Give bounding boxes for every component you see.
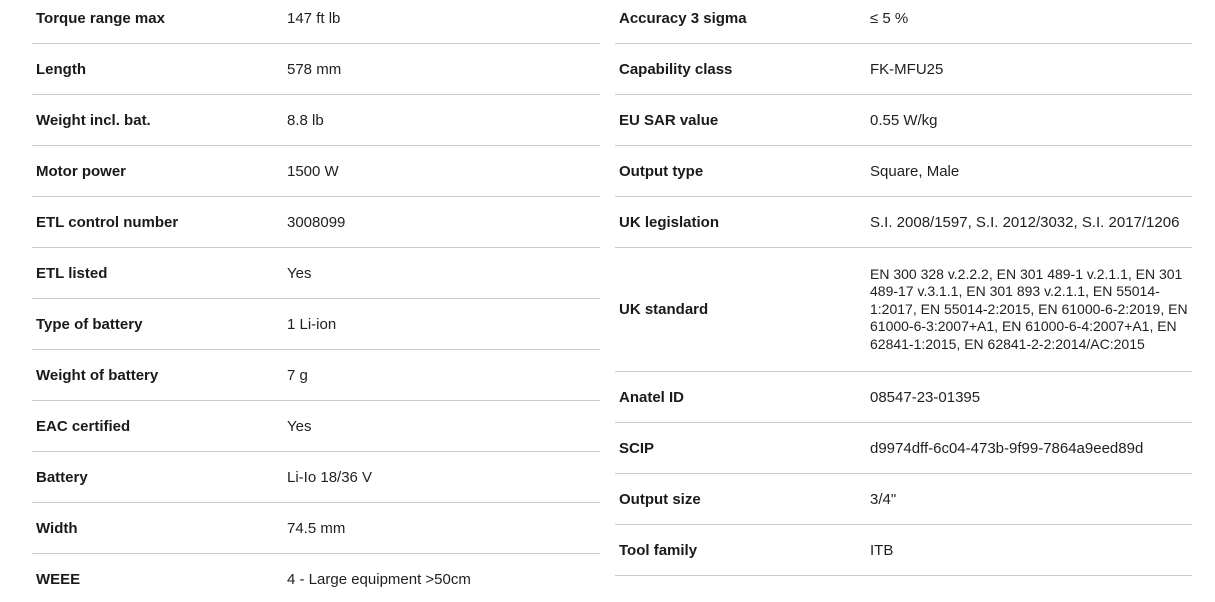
spec-label: Width [36,519,78,537]
spec-row-output-type: Output type Square, Male [615,146,1192,197]
spec-value: S.I. 2008/1597, S.I. 2012/3032, S.I. 201… [870,213,1180,231]
spec-label: Type of battery [36,315,143,333]
spec-row-battery: Battery Li-Io 18/36 V [32,452,600,503]
spec-row-tool-family: Tool family ITB [615,525,1192,576]
spec-label: Weight of battery [36,366,159,384]
spec-row-motor-power: Motor power 1500 W [32,146,600,197]
spec-row-etl-listed: ETL listed Yes [32,248,600,299]
spec-label: Battery [36,468,88,486]
spec-value: 8.8 lb [287,111,324,129]
spec-value: d9974dff-6c04-473b-9f99-7864a9eed89d [870,439,1144,457]
spec-value: Li-Io 18/36 V [287,468,373,486]
spec-value: Yes [287,264,312,282]
spec-label: Tool family [619,541,698,559]
spec-row-length: Length 578 mm [32,44,600,95]
spec-label: Motor power [36,162,126,180]
spec-label: EAC certified [36,417,131,435]
spec-table-left-column: Torque range max 147 ft lb Length 578 mm… [32,0,600,602]
spec-value: 3/4" [870,490,897,508]
spec-value: Square, Male [870,162,960,180]
spec-label: Torque range max [36,9,165,27]
spec-label: Output size [619,490,701,508]
spec-value: EN 300 328 v.2.2.2, EN 301 489-1 v.2.1.1… [870,265,1188,352]
spec-label: EU SAR value [619,111,719,129]
spec-row-capability-class: Capability class FK-MFU25 [615,44,1192,95]
spec-label: ETL listed [36,264,108,282]
spec-value: 08547-23-01395 [870,388,981,406]
spec-value: ITB [870,541,894,559]
spec-row-accuracy-3-sigma: Accuracy 3 sigma ≤ 5 % [615,0,1192,44]
spec-value: 3008099 [287,213,346,231]
spec-label: ETL control number [36,213,179,231]
spec-row-torque-range-max: Torque range max 147 ft lb [32,0,600,44]
spec-label: Length [36,60,86,78]
spec-label: Output type [619,162,704,180]
spec-row-weight-incl-bat: Weight incl. bat. 8.8 lb [32,95,600,146]
spec-label: UK standard [619,301,709,318]
spec-row-etl-control-number: ETL control number 3008099 [32,197,600,248]
spec-row-output-size: Output size 3/4" [615,474,1192,525]
spec-row-eac-certified: EAC certified Yes [32,401,600,452]
spec-value: 74.5 mm [287,519,346,537]
spec-label: Accuracy 3 sigma [619,9,747,27]
spec-value: 7 g [287,366,308,384]
spec-label: Anatel ID [619,388,685,406]
spec-label: WEEE [36,570,81,588]
spec-label: Capability class [619,60,733,78]
spec-row-uk-standard: UK standard EN 300 328 v.2.2.2, EN 301 4… [615,248,1192,372]
spec-label: SCIP [619,439,655,457]
spec-value: FK-MFU25 [870,60,944,78]
spec-table-right-column: Accuracy 3 sigma ≤ 5 % Capability class … [615,0,1192,576]
spec-row-weee: WEEE 4 - Large equipment >50cm [32,554,600,602]
spec-row-width: Width 74.5 mm [32,503,600,554]
spec-value: 578 mm [287,60,342,78]
spec-value: 0.55 W/kg [870,111,938,129]
spec-value: 147 ft lb [287,9,341,27]
spec-label: UK legislation [619,213,720,231]
spec-label: Weight incl. bat. [36,111,151,129]
spec-row-scip: SCIP d9974dff-6c04-473b-9f99-7864a9eed89… [615,423,1192,474]
spec-value: Yes [287,417,312,435]
spec-value: ≤ 5 % [870,9,909,27]
spec-row-eu-sar-value: EU SAR value 0.55 W/kg [615,95,1192,146]
spec-row-anatel-id: Anatel ID 08547-23-01395 [615,372,1192,423]
spec-value: 1500 W [287,162,339,180]
spec-row-uk-legislation: UK legislation S.I. 2008/1597, S.I. 2012… [615,197,1192,248]
spec-row-weight-of-battery: Weight of battery 7 g [32,350,600,401]
spec-row-type-of-battery: Type of battery 1 Li-ion [32,299,600,350]
spec-value: 4 - Large equipment >50cm [287,570,471,588]
spec-value: 1 Li-ion [287,315,337,333]
